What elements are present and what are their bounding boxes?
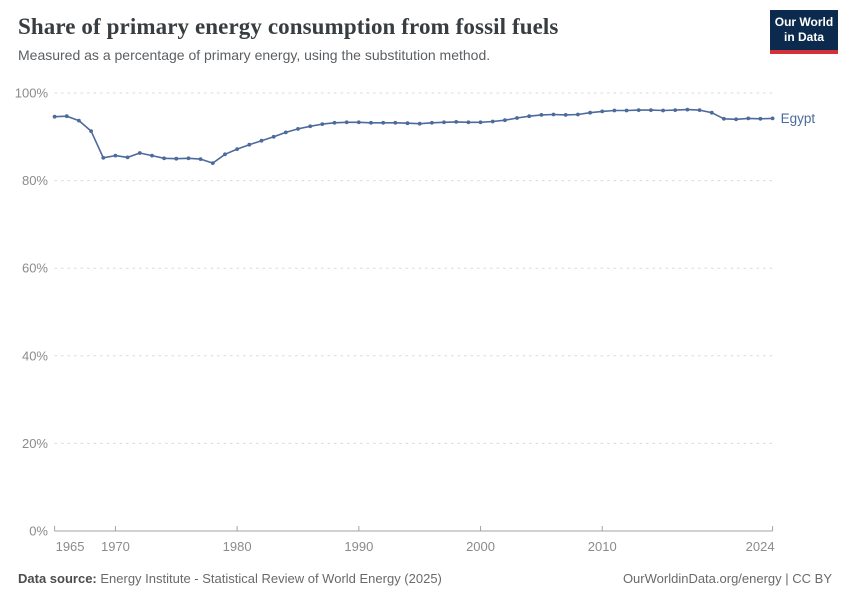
data-point-1968[interactable]: [89, 129, 93, 134]
data-point-1974[interactable]: [162, 156, 167, 161]
y-tick-label-40: 40%: [22, 348, 48, 363]
data-point-2005[interactable]: [539, 113, 544, 117]
data-point-1967[interactable]: [77, 118, 81, 123]
page-subtitle: Measured as a percentage of primary ener…: [18, 47, 491, 63]
y-tick-label-20: 20%: [22, 436, 48, 451]
data-point-2014[interactable]: [649, 108, 653, 112]
page-title: Share of primary energy consumption from…: [18, 14, 559, 39]
data-point-2000[interactable]: [478, 120, 483, 125]
data-point-1971[interactable]: [125, 155, 130, 160]
data-point-1988[interactable]: [332, 120, 337, 125]
data-point-2009[interactable]: [588, 110, 592, 115]
data-point-1983[interactable]: [271, 134, 276, 139]
data-point-2021[interactable]: [734, 117, 738, 122]
x-axis: 1965 1970 1980 1990 2000 2010 2024: [54, 526, 775, 554]
data-point-2010[interactable]: [600, 109, 605, 114]
data-point-1965[interactable]: [52, 114, 57, 119]
data-line-egypt[interactable]: [54, 108, 773, 164]
data-point-1994[interactable]: [405, 121, 410, 126]
data-point-1987[interactable]: [320, 122, 325, 126]
entity-label-egypt[interactable]: Egypt: [781, 111, 816, 126]
chart-footer: Data source: Energy Institute - Statisti…: [18, 571, 832, 586]
x-tick-label-1980: 1980: [223, 539, 252, 554]
data-point-2008[interactable]: [576, 112, 580, 117]
data-point-2024[interactable]: [770, 116, 775, 121]
data-point-2016[interactable]: [673, 108, 678, 112]
data-point-1969[interactable]: [101, 155, 106, 160]
data-point-1976[interactable]: [186, 156, 191, 161]
data-point-2019[interactable]: [709, 110, 714, 115]
x-tick-label-1965: 1965: [56, 539, 85, 554]
data-point-1998[interactable]: [454, 120, 459, 124]
data-point-1999[interactable]: [466, 120, 471, 125]
x-tick-label-1970: 1970: [101, 539, 130, 554]
data-point-1984[interactable]: [283, 130, 288, 135]
data-point-2023[interactable]: [758, 116, 763, 121]
data-source-text: Energy Institute - Statistical Review of…: [96, 571, 442, 586]
data-point-1978[interactable]: [210, 161, 215, 166]
data-point-2002[interactable]: [503, 118, 507, 123]
y-gridlines: [54, 92, 773, 532]
data-point-1997[interactable]: [442, 120, 446, 125]
y-tick-label-100: 100%: [15, 86, 49, 101]
y-tick-label-60: 60%: [22, 261, 48, 276]
data-points-egypt: [52, 107, 775, 166]
data-source-note: Data source: Energy Institute - Statisti…: [18, 571, 442, 586]
data-point-1991[interactable]: [369, 120, 373, 125]
data-point-1996[interactable]: [430, 120, 434, 125]
data-point-1995[interactable]: [417, 121, 422, 126]
data-point-1966[interactable]: [64, 114, 69, 119]
data-point-1980[interactable]: [235, 147, 240, 152]
x-tick-label-2010: 2010: [588, 539, 617, 554]
data-point-2003[interactable]: [515, 116, 519, 120]
data-point-1982[interactable]: [259, 138, 264, 143]
data-point-2017[interactable]: [685, 107, 690, 112]
data-point-2001[interactable]: [490, 119, 495, 124]
data-point-2012[interactable]: [624, 108, 629, 113]
chart-header: Share of primary energy consumption from…: [18, 14, 750, 63]
owid-logo-line1: Our World: [774, 15, 834, 29]
data-point-2013[interactable]: [636, 108, 641, 112]
owid-logo[interactable]: Our World in Data: [770, 10, 838, 54]
data-point-1973[interactable]: [150, 153, 154, 158]
data-point-2006[interactable]: [551, 112, 556, 117]
y-tick-label-0: 0%: [29, 524, 48, 539]
data-point-1972[interactable]: [137, 151, 142, 155]
data-point-1992[interactable]: [381, 120, 386, 125]
data-point-1975[interactable]: [174, 156, 179, 161]
data-point-2018[interactable]: [697, 108, 702, 112]
data-point-2015[interactable]: [661, 108, 665, 113]
y-tick-label-80: 80%: [22, 173, 48, 188]
data-point-1970[interactable]: [113, 153, 118, 158]
x-tick-label-2024: 2024: [746, 539, 775, 554]
data-point-2007[interactable]: [563, 113, 568, 117]
data-point-1985[interactable]: [296, 126, 300, 131]
owid-logo-line2: in Data: [783, 30, 824, 44]
data-source-label: Data source:: [18, 571, 97, 586]
data-point-1977[interactable]: [198, 157, 203, 162]
data-point-1990[interactable]: [356, 120, 361, 125]
data-point-1993[interactable]: [393, 120, 398, 125]
data-point-1979[interactable]: [223, 152, 227, 157]
owid-url-license-link[interactable]: OurWorldinData.org/energy | CC BY: [622, 571, 832, 586]
data-point-1989[interactable]: [344, 120, 349, 125]
x-tick-label-1990: 1990: [344, 539, 373, 554]
y-axis-labels: 0% 20% 40% 60% 80% 100%: [15, 86, 49, 539]
data-point-2022[interactable]: [746, 116, 751, 121]
data-point-2004[interactable]: [527, 114, 532, 119]
data-point-2011[interactable]: [612, 108, 617, 113]
data-point-2020[interactable]: [722, 116, 726, 121]
data-point-1981[interactable]: [247, 142, 252, 147]
data-point-1986[interactable]: [308, 124, 313, 129]
x-tick-label-2000: 2000: [466, 539, 495, 554]
